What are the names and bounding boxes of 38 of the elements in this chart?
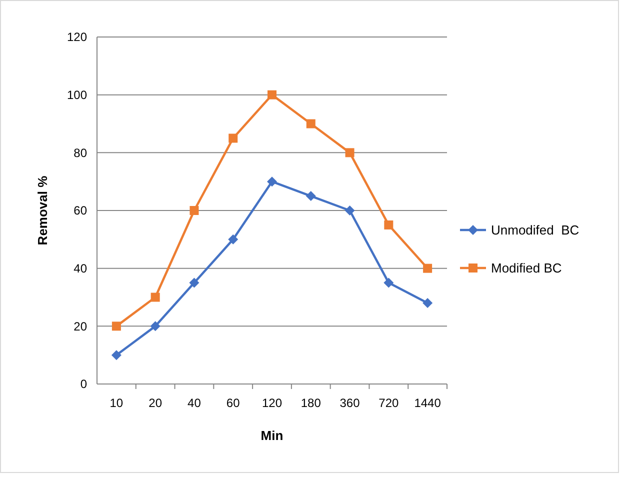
point <box>189 278 200 288</box>
legend-label: Modified BC <box>491 260 562 276</box>
y-tick-label: 120 <box>66 30 88 44</box>
point <box>150 292 160 302</box>
point <box>190 206 199 215</box>
point <box>422 298 433 308</box>
point <box>268 90 276 100</box>
y-axis-title: Removal % <box>35 175 50 246</box>
y-tick-label: 60 <box>74 204 88 218</box>
point <box>267 176 277 187</box>
y-tick-label: 20 <box>74 319 88 334</box>
y-tick-label: 0 <box>80 377 88 392</box>
x-tick-label: 360 <box>340 396 360 410</box>
x-tick-label: 720 <box>378 396 399 410</box>
x-axis-title: Min <box>260 428 284 443</box>
x-tick-label: 10 <box>110 396 124 410</box>
point <box>306 191 316 202</box>
x-tick-label: 180 <box>300 396 322 410</box>
y-tick-label: 100 <box>66 88 88 102</box>
point <box>384 278 394 288</box>
point <box>228 134 238 143</box>
point <box>306 119 316 128</box>
point <box>345 148 354 158</box>
point <box>344 206 355 216</box>
point <box>112 322 121 331</box>
point <box>111 350 122 360</box>
x-tick-label: 1440 <box>414 396 442 410</box>
point <box>228 234 238 244</box>
legend-label: Unmodifed BC <box>491 222 580 238</box>
x-tick-label: 60 <box>226 396 240 410</box>
point <box>150 321 160 332</box>
x-tick-label: 40 <box>188 396 202 410</box>
x-tick-label: 20 <box>148 396 162 410</box>
y-tick-label: 80 <box>74 146 88 160</box>
point <box>423 264 432 273</box>
x-tick-label: 120 <box>262 396 282 410</box>
point <box>384 220 394 230</box>
y-tick-label: 40 <box>74 262 88 276</box>
